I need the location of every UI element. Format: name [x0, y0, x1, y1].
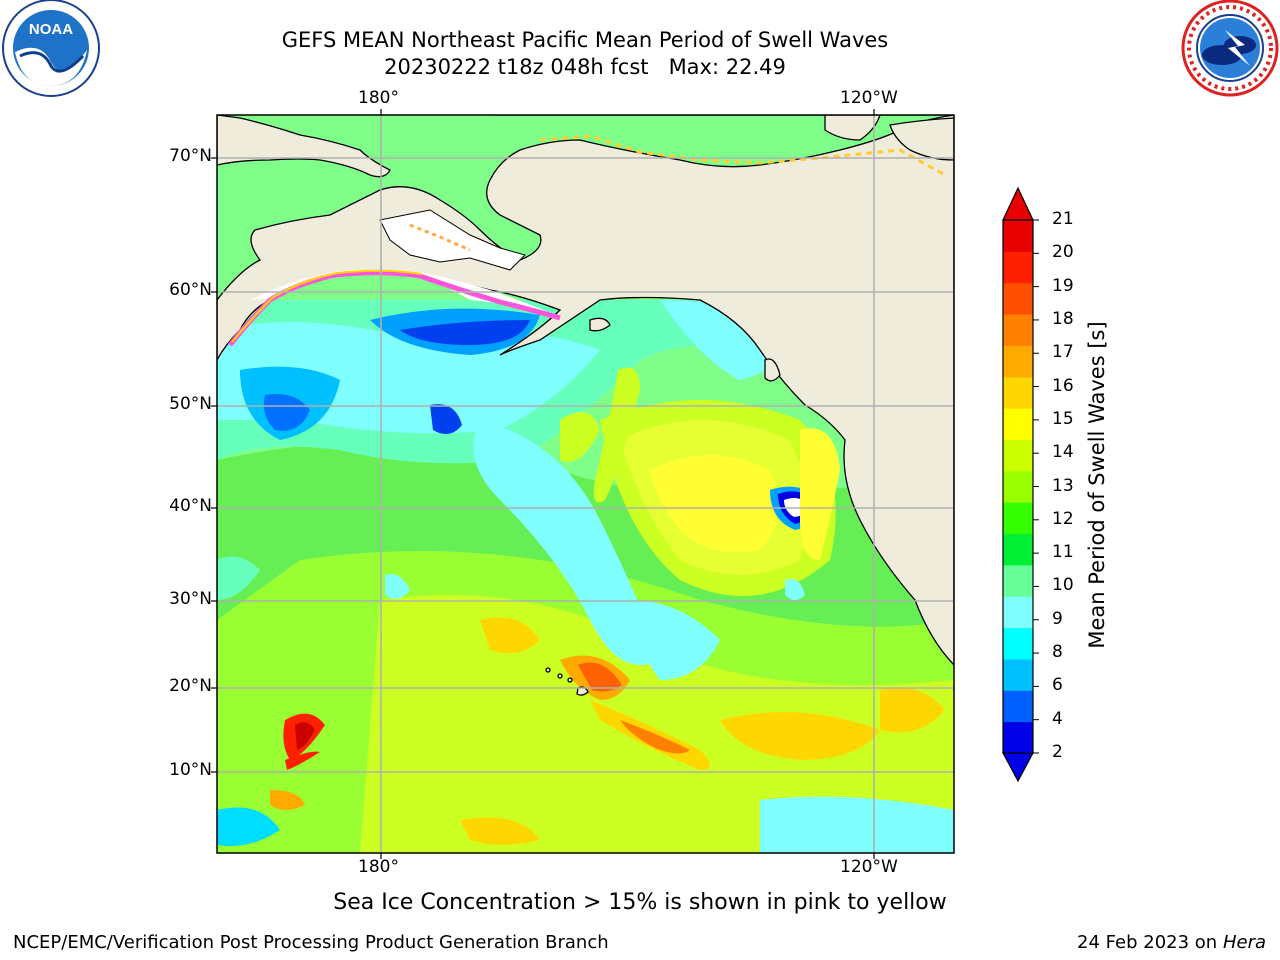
graticule — [217, 115, 954, 853]
lat-label-60n: 60°N — [169, 280, 212, 300]
colorbar-tick-label: 2 — [1052, 742, 1063, 762]
colorbar-extend-min — [1001, 752, 1035, 783]
colorbar-band — [1003, 345, 1033, 378]
colorbar-tick-label: 16 — [1052, 375, 1074, 396]
land — [217, 115, 954, 696]
colorbar-band — [1003, 533, 1033, 566]
noaa-logo-text: NOAA — [29, 21, 73, 38]
colorbar-band — [1003, 470, 1033, 503]
colorbar-tick-label: 6 — [1052, 675, 1063, 696]
sea-ice-edge — [228, 134, 946, 347]
lat-label-20n: 20°N — [169, 676, 212, 696]
colorbar-band — [1003, 596, 1033, 629]
footer-date-text: 24 Feb 2023 on — [1077, 932, 1218, 953]
max-value: Max: 22.49 — [668, 55, 786, 79]
colorbar-tick-label: 12 — [1052, 508, 1074, 529]
map-canvas — [217, 115, 954, 853]
colorbar-label: Mean Period of Swell Waves [s] — [1085, 321, 1109, 649]
colorbar-band — [1003, 658, 1033, 691]
colorbar-band — [1003, 502, 1033, 535]
colorbar-tick-label: 21 — [1052, 209, 1074, 229]
axis-ticks — [211, 109, 875, 859]
colorbar-band — [1003, 627, 1033, 660]
footer-credit: NCEP/EMC/Verification Post Processing Pr… — [13, 932, 609, 953]
lon-label-bottom-120w: 120°W — [840, 857, 898, 877]
colorbar-band — [1003, 408, 1033, 440]
lat-label-40n: 40°N — [169, 496, 212, 516]
lon-label-top-120w: 120°W — [840, 88, 898, 108]
nws-logo — [1181, 0, 1279, 97]
colorbar-tick-label: 4 — [1052, 708, 1063, 729]
colorbar-band — [1003, 376, 1033, 409]
colorbar — [1001, 186, 1039, 783]
chart-title: GEFS MEAN Northeast Pacific Mean Period … — [281, 28, 889, 52]
colorbar-tick-label: 8 — [1052, 642, 1063, 663]
colorbar-band — [1003, 220, 1033, 252]
footer-date: 24 Feb 2023 on Hera — [1077, 932, 1266, 953]
colorbar-band — [1003, 282, 1033, 315]
colorbar-tick-label: 10 — [1052, 575, 1074, 596]
map-frame — [216, 114, 955, 854]
colorbar-tick-label: 20 — [1052, 242, 1074, 263]
colorbar-tick-label: 14 — [1052, 442, 1074, 463]
colorbar-tick-label: 11 — [1052, 542, 1074, 563]
lon-label-top-180: 180° — [358, 88, 399, 108]
colorbar-band — [1003, 690, 1033, 723]
chart-subtitle: 20230222 t18z 048h fcst Max: 22.49 — [150, 54, 1020, 80]
colorbar-tick-label: 13 — [1052, 475, 1074, 496]
colorbar-band — [1003, 721, 1033, 754]
lon-label-bottom-180: 180° — [358, 857, 399, 877]
lat-label-30n: 30°N — [169, 589, 212, 609]
colorbar-tick-label: 19 — [1052, 275, 1074, 296]
noaa-logo: NOAA — [2, 0, 100, 97]
footer-host: Hera — [1222, 932, 1266, 953]
lat-label-70n: 70°N — [169, 146, 212, 166]
colorbar-tick-label: 9 — [1052, 608, 1063, 629]
colorbar-extend-max — [1002, 186, 1034, 221]
colorbar-band — [1003, 564, 1033, 597]
lat-label-50n: 50°N — [169, 394, 212, 414]
colorbar-tick-label: 17 — [1052, 342, 1074, 363]
colorbar-band — [1003, 314, 1033, 346]
colorbar-band — [1003, 439, 1033, 472]
lat-label-10n: 10°N — [169, 760, 212, 780]
forecast-date: 20230222 t18z 048h fcst — [384, 55, 649, 79]
colorbar-tick-label: 15 — [1052, 408, 1074, 429]
colorbar-tick-label: 18 — [1052, 308, 1074, 329]
sea-ice-note: Sea Ice Concentration > 15% is shown in … — [333, 890, 947, 915]
colorbar-band — [1003, 251, 1033, 284]
